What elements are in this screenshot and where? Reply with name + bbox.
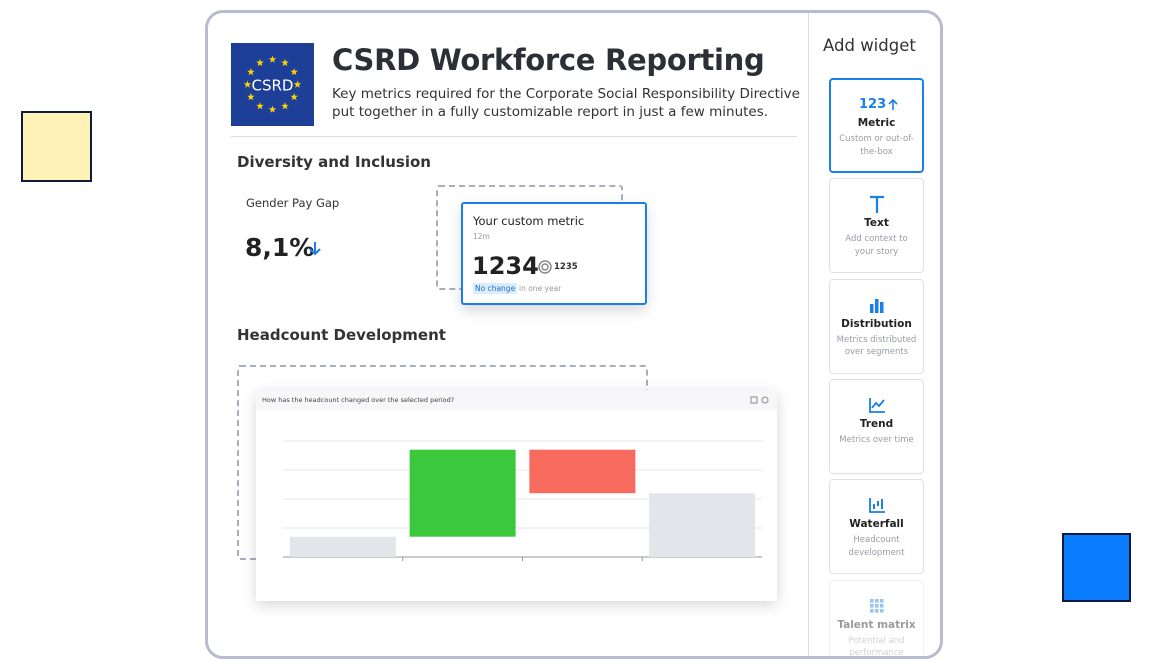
widget-description: Add context to your story bbox=[845, 234, 908, 257]
star bbox=[268, 105, 277, 113]
title: CSRD Workforce Reporting bbox=[332, 43, 765, 77]
logo: CSRD bbox=[231, 43, 314, 126]
chart-title: How has the headcount changed over the s… bbox=[262, 396, 455, 404]
widget-card[interactable]: Text Add context to your story bbox=[829, 178, 924, 274]
widget-label: Talent matrix bbox=[837, 618, 916, 631]
widget-card[interactable]: Distribution Metrics distributed over seg… bbox=[829, 278, 924, 374]
section-title: Diversity and Inclusion bbox=[237, 153, 431, 171]
star bbox=[247, 68, 255, 76]
widget-card[interactable]: Waterfall Headcount development bbox=[829, 479, 924, 575]
star bbox=[290, 93, 298, 101]
chart-icons bbox=[750, 396, 769, 404]
star bbox=[247, 93, 255, 101]
sidebar: Add widget 123 Metric Custom or out-of-the… bbox=[809, 13, 940, 656]
badge: No change bbox=[473, 283, 518, 294]
star bbox=[256, 58, 264, 67]
divider bbox=[231, 136, 797, 137]
widget-icon bbox=[870, 598, 884, 613]
bar bbox=[529, 449, 636, 494]
widget-icon bbox=[870, 196, 884, 214]
star bbox=[256, 102, 264, 110]
widget-label: Trend bbox=[859, 417, 894, 430]
star bbox=[281, 58, 289, 67]
section-title: Headcount Development bbox=[237, 326, 446, 344]
widget-card[interactable]: Talent matrix Potential and performance bbox=[829, 579, 924, 658]
custom-metric-title: Your custom metric bbox=[473, 214, 585, 228]
custom-metric-card[interactable]: Your custom metric 12m 1234 1235 No chan… bbox=[461, 202, 647, 305]
widget-icon bbox=[869, 397, 885, 413]
widget-card[interactable]: Trend Metrics over time bbox=[829, 378, 924, 474]
sidebar-divider bbox=[808, 13, 809, 656]
bar bbox=[409, 449, 516, 537]
report-card: CSRD CSRD Workforce Reporting Key metric… bbox=[205, 10, 943, 659]
target-icon bbox=[538, 260, 552, 274]
widget-card[interactable]: 123 Metric Custom or out-of-the-box bbox=[829, 78, 924, 173]
chart-header bbox=[256, 390, 777, 410]
up-arrow bbox=[888, 99, 898, 110]
star bbox=[293, 80, 302, 88]
yellow-square bbox=[21, 111, 92, 182]
blue-square bbox=[1062, 533, 1131, 602]
waterfall-chart bbox=[283, 440, 762, 561]
down-arrow bbox=[309, 242, 321, 256]
metric-label: Gender Pay Gap bbox=[246, 196, 340, 210]
widget-label: Distribution bbox=[841, 317, 912, 330]
period: 12m bbox=[473, 232, 490, 241]
widget-description: Headcount development bbox=[848, 535, 905, 558]
bar bbox=[289, 536, 396, 557]
logo-text: CSRD bbox=[252, 77, 294, 95]
widget-icon bbox=[870, 298, 884, 313]
widget-description: Custom or out-of-the-box bbox=[839, 134, 914, 157]
widget-description: Potential and performance bbox=[848, 635, 905, 658]
widget-label: Waterfall bbox=[849, 518, 904, 531]
note: in one year bbox=[519, 284, 562, 293]
sidebar-title: Add widget bbox=[823, 36, 916, 55]
target: 1235 bbox=[554, 262, 578, 272]
widget-description: Metrics over time bbox=[839, 434, 914, 445]
metric-value: 8,1% bbox=[245, 233, 315, 262]
chart-card: How has the headcount changed over the s… bbox=[256, 390, 777, 601]
star bbox=[268, 55, 277, 63]
widget-label: Text bbox=[864, 217, 889, 230]
widget-description: Metrics distributed over segments bbox=[836, 334, 917, 358]
subtitle: Key metrics required for the Corporate S… bbox=[332, 86, 800, 120]
custom-metric-value: 1234 bbox=[472, 252, 539, 280]
star bbox=[243, 80, 252, 88]
widget-icon bbox=[869, 498, 885, 514]
bar bbox=[649, 493, 756, 557]
star bbox=[290, 68, 298, 76]
widget-icon-text: 123 bbox=[859, 97, 887, 112]
widget-label: Metric bbox=[857, 117, 896, 129]
star bbox=[281, 102, 289, 110]
